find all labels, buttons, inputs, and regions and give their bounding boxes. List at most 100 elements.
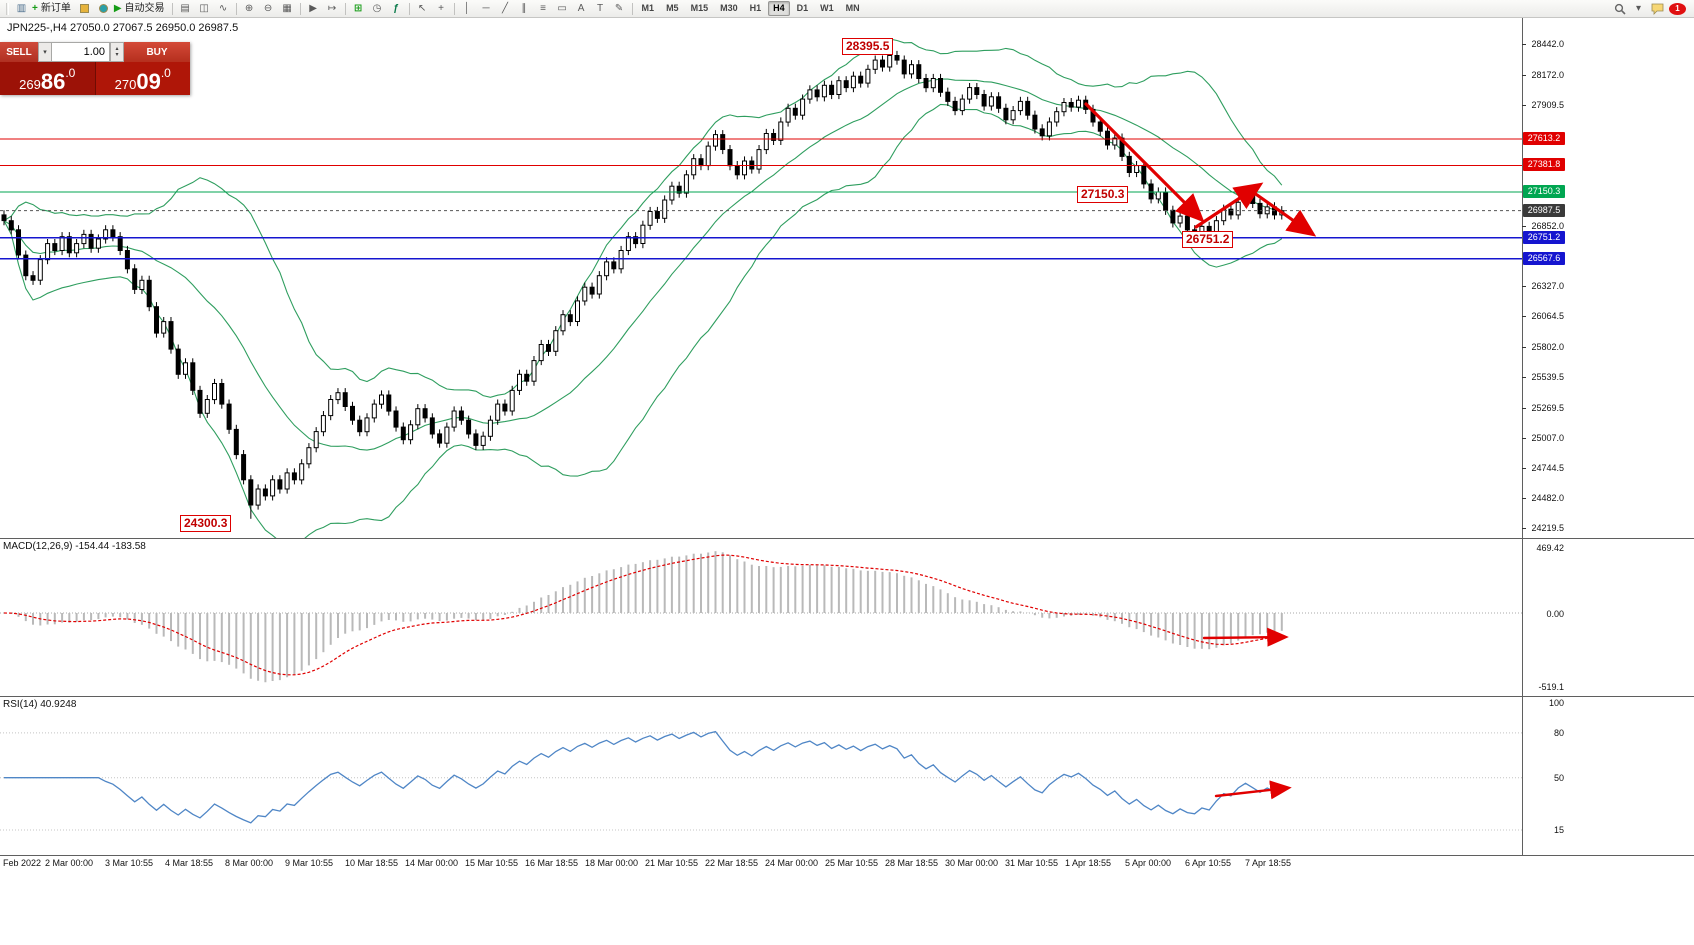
timeframe-m30[interactable]: M30 <box>720 3 738 13</box>
price-callout[interactable]: 27150.3 <box>1077 186 1129 203</box>
market-icon[interactable] <box>76 1 93 17</box>
zoom-out-icon: ⊖ <box>263 2 273 14</box>
new-order-button[interactable]: + 新订单 <box>32 1 74 17</box>
price-callout[interactable]: 28395.5 <box>842 38 894 55</box>
macd-signal-line <box>3 554 1282 676</box>
period-clock-icon[interactable]: ◷ <box>369 1 386 17</box>
spinner-down-icon[interactable]: ▾ <box>115 52 119 58</box>
trend-arrow[interactable] <box>1194 182 1264 229</box>
crosshair-icon[interactable]: + <box>433 1 450 17</box>
new-order-button-label: 新订单 <box>40 2 71 14</box>
new-chart-icon[interactable]: ▥ <box>13 1 30 17</box>
zoom-out-icon[interactable]: ⊖ <box>260 1 277 17</box>
time-axis-label: 2 Mar 00:00 <box>45 858 94 868</box>
sell-button[interactable]: SELL <box>0 42 38 62</box>
time-axis-label: 25 Mar 10:55 <box>825 858 879 868</box>
rsi-trend-arrow[interactable] <box>1214 780 1292 800</box>
auto-trading-button[interactable]: ▶ 自动交易 <box>114 1 168 17</box>
chat-icon[interactable] <box>1649 1 1666 17</box>
price-axis-label: 24482.0 <box>1531 492 1564 503</box>
volume-input[interactable] <box>52 42 110 62</box>
trendline-icon[interactable]: ╱ <box>497 1 514 17</box>
text-label-icon[interactable]: T <box>592 1 609 17</box>
horizontal-line-icon[interactable]: ─ <box>478 1 495 17</box>
price-axis-label: 25802.0 <box>1531 341 1564 352</box>
macd-trend-arrow[interactable] <box>1202 627 1289 647</box>
price-callout[interactable]: 26751.2 <box>1182 231 1234 248</box>
time-axis-label: 5 Apr 00:00 <box>1125 858 1172 868</box>
trend-arrow[interactable] <box>1084 102 1205 223</box>
notification-badge[interactable]: 1 <box>1669 2 1686 15</box>
price-axis-label: 25539.5 <box>1531 371 1564 382</box>
community-icon[interactable] <box>95 1 112 17</box>
cursor-icon[interactable]: ↖ <box>414 1 431 17</box>
time-axis-label: 14 Mar 00:00 <box>405 858 459 868</box>
spinner-up-icon[interactable]: ▴ <box>115 46 119 52</box>
price-axis-label: 24219.5 <box>1531 523 1564 534</box>
volume-spinner[interactable]: ▴ ▾ <box>110 42 124 62</box>
price-digits: 09 <box>136 69 161 94</box>
timeframe-m15[interactable]: M15 <box>690 3 709 13</box>
text-label-icon: T <box>596 2 604 14</box>
price-callout[interactable]: 24300.3 <box>180 515 232 532</box>
market-icon <box>79 4 89 13</box>
search-icon[interactable] <box>1611 1 1628 17</box>
bar-chart-icon[interactable]: ▤ <box>177 1 194 17</box>
shapes-icon: ▭ <box>557 2 567 14</box>
text-icon[interactable]: A <box>573 1 590 17</box>
price-tag: 26987.5 <box>1523 203 1565 217</box>
time-axis-label: 28 Mar 18:55 <box>885 858 939 868</box>
chart-shift-icon[interactable]: ↦ <box>324 1 341 17</box>
text-icon: A <box>577 2 585 14</box>
vertical-line-icon[interactable]: │ <box>459 1 476 17</box>
volume-dropdown-button[interactable]: ▾ <box>38 42 52 62</box>
timeframe-d1[interactable]: D1 <box>796 3 809 13</box>
buy-price[interactable]: 270 09.0 <box>95 62 190 95</box>
price-axis-label: 28442.0 <box>1531 38 1564 49</box>
trendline-icon: ╱ <box>502 2 509 14</box>
macd-panel-separator[interactable] <box>0 538 1694 539</box>
cursor-icon: ↖ <box>417 2 427 14</box>
timeframe-h1[interactable]: H1 <box>749 3 762 13</box>
toolbar-separator <box>235 2 237 15</box>
tile-windows-icon[interactable]: ▦ <box>279 1 296 17</box>
channel-icon[interactable]: ∥ <box>516 1 533 17</box>
symbol-ohlc-header: JPN225-,H4 27050.0 27067.5 26950.0 26987… <box>7 22 239 34</box>
toolbar-separator <box>631 2 633 15</box>
line-chart-icon[interactable]: ∿ <box>215 1 232 17</box>
macd-panel[interactable] <box>0 539 1522 695</box>
time-axis-label: Feb 2022 <box>3 858 42 868</box>
buy-button[interactable]: BUY <box>124 42 190 62</box>
macd-axis-label: 469.42 <box>1536 543 1564 553</box>
price-digits: 86 <box>40 69 66 94</box>
toolbar-main: ▥ + 新订单 ▶ 自动交易 ▤ ◫ ∿ ⊕ ⊖ ▦ ▶ ↦ ⊞ ◷ ƒ ↖ + │ ─ ╱ ∥ ≡ ▭ A T ✎ M1 M5 M15 M… <box>3 0 866 18</box>
rsi-panel[interactable] <box>0 697 1522 855</box>
rsi-panel-separator[interactable] <box>0 696 1694 697</box>
price-chart-panel[interactable] <box>0 18 1522 538</box>
zoom-in-icon[interactable]: ⊕ <box>241 1 258 17</box>
timeframe-m1[interactable]: M1 <box>641 3 655 13</box>
vertical-line-icon: │ <box>463 2 471 14</box>
trend-arrow[interactable] <box>1248 188 1317 237</box>
candlestick-chart-icon[interactable]: ◫ <box>196 1 213 17</box>
chevron-down-icon[interactable]: ▾ <box>1635 2 1642 14</box>
timeframe-mn[interactable]: MN <box>845 3 860 13</box>
draw-tools-icon[interactable]: ✎ <box>611 1 628 17</box>
price-digits: .0 <box>160 66 171 80</box>
new-subwindow-icon[interactable]: ⊞ <box>350 1 367 17</box>
indicators-icon[interactable]: ƒ <box>388 1 405 17</box>
timeframe-m5[interactable]: M5 <box>666 3 679 13</box>
price-axis-label: 27909.5 <box>1531 99 1564 110</box>
auto-scroll-icon[interactable]: ▶ <box>305 1 322 17</box>
rsi-axis-label: 80 <box>1553 727 1564 738</box>
price-axis-border <box>1522 18 1523 856</box>
timeframe-h4[interactable]: H4 <box>768 1 790 16</box>
auto-trading-button-label: 自动交易 <box>124 2 165 14</box>
timeframe-w1[interactable]: W1 <box>820 3 834 13</box>
new-chart-icon: ▥ <box>16 2 27 14</box>
price-axis-label: 26327.0 <box>1531 281 1564 292</box>
sell-price[interactable]: 269 86.0 <box>0 62 96 95</box>
shapes-icon[interactable]: ▭ <box>554 1 571 17</box>
time-axis-label: 9 Mar 10:55 <box>285 858 334 868</box>
fibonacci-icon[interactable]: ≡ <box>535 1 552 17</box>
